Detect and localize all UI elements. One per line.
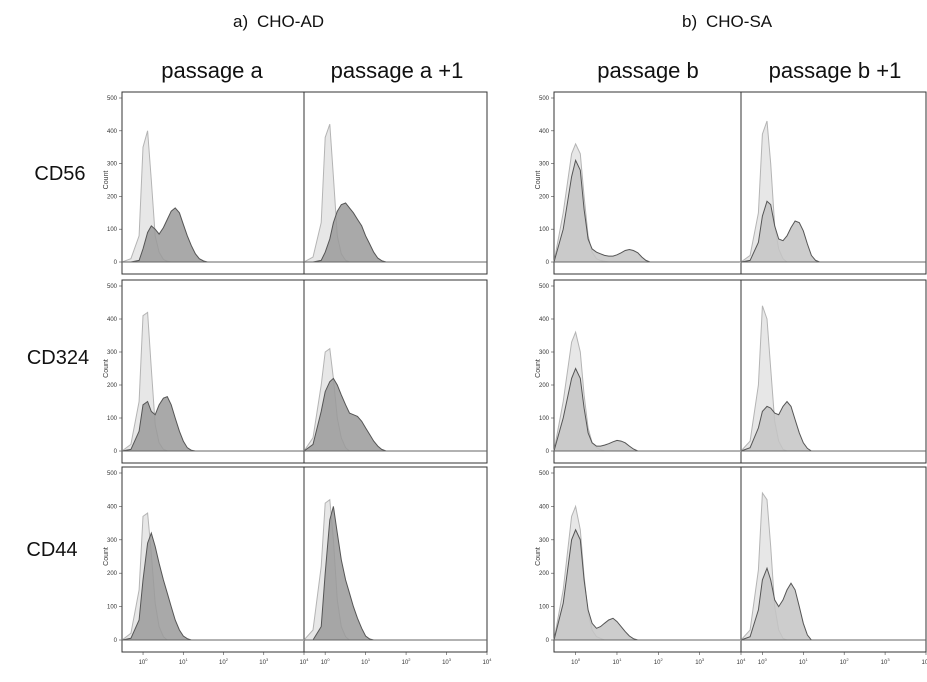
y-tick-label: 100 (107, 605, 118, 611)
histogram-cd56-passage-a-plus1 (304, 92, 487, 274)
y-tick-label: 200 (107, 571, 118, 577)
histogram-cd324-passage-a: 0 100 200 300 400 500 Count (103, 280, 304, 463)
y-tick-label: 0 (546, 638, 550, 644)
panel-title-b: b) CHO-SA (682, 12, 773, 31)
y-tick-label: 200 (539, 383, 550, 389)
y-tick-label: 0 (546, 260, 550, 266)
column-header-passage-a: passage a (161, 58, 263, 83)
y-tick-label: 200 (107, 383, 118, 389)
histogram-panels: 0 100 200 300 400 500 Count 0 100 200 300 400 500 Cou… (103, 92, 927, 666)
y-tick-label: 100 (107, 227, 118, 233)
panel-title-a: a) CHO-AD (233, 12, 324, 31)
y-tick-label: 500 (539, 284, 550, 290)
column-header-passage-a-plus-1: passage a +1 (331, 58, 464, 83)
x-tick-label: 103 (881, 657, 891, 666)
histogram-cd44-passage-a-plus1: 100 101 102 103 104 (304, 467, 492, 666)
histogram-cd56-passage-b: 0 100 200 300 400 500 Count (535, 92, 741, 274)
y-tick-label: 200 (539, 194, 550, 200)
x-tick-label: 102 (219, 657, 229, 666)
x-tick-label: 100 (321, 657, 331, 666)
column-header-passage-b: passage b (597, 58, 699, 83)
y-tick-label: 100 (107, 416, 118, 422)
y-tick-label: 0 (114, 449, 118, 455)
y-tick-label: 400 (539, 504, 550, 510)
histogram-cd44-passage-a: 0 100 200 300 400 500 Count 100 101 102 103 104 (103, 467, 309, 666)
y-axis-label: Count (103, 171, 110, 190)
y-tick-label: 0 (114, 260, 118, 266)
y-tick-label: 300 (107, 538, 118, 544)
x-tick-label: 101 (361, 657, 371, 666)
y-tick-label: 300 (107, 350, 118, 356)
y-tick-label: 400 (107, 129, 118, 135)
panel-a-letter: a) (233, 12, 248, 31)
row-label-cd56: CD56 (34, 163, 85, 185)
histogram-cd56-passage-b-plus1 (741, 92, 926, 274)
x-tick-label: 101 (613, 657, 623, 666)
x-tick-label: 104 (922, 657, 927, 666)
y-axis-label: Count (103, 359, 110, 378)
histogram-cd324-passage-b: 0 100 200 300 400 500 Count (535, 280, 741, 463)
y-tick-label: 100 (539, 416, 550, 422)
y-tick-label: 500 (539, 96, 550, 102)
y-tick-label: 100 (539, 605, 550, 611)
histogram-cd56-passage-a: 0 100 200 300 400 500 Count (103, 92, 304, 274)
column-header-passage-b-plus-1: passage b +1 (769, 58, 902, 83)
y-axis-label: Count (535, 171, 542, 190)
histogram-cd324-passage-a-plus1 (304, 280, 487, 463)
y-axis-label: Count (535, 547, 542, 566)
y-tick-label: 200 (539, 571, 550, 577)
x-tick-label: 101 (179, 657, 189, 666)
histogram-cd44-passage-b-plus1: 100 101 102 103 104 (741, 467, 927, 666)
y-tick-label: 500 (107, 284, 118, 290)
x-tick-label: 104 (300, 657, 310, 666)
y-tick-label: 400 (539, 317, 550, 323)
x-tick-label: 102 (840, 657, 850, 666)
x-tick-label: 100 (571, 657, 581, 666)
y-tick-label: 400 (107, 504, 118, 510)
y-tick-label: 400 (107, 317, 118, 323)
row-label-cd44: CD44 (26, 539, 77, 561)
panel-b-name: CHO-SA (706, 12, 773, 31)
y-tick-label: 300 (539, 162, 550, 168)
y-tick-label: 500 (539, 471, 550, 477)
x-tick-label: 104 (483, 657, 493, 666)
x-tick-label: 103 (695, 657, 705, 666)
x-tick-label: 103 (442, 657, 452, 666)
y-tick-label: 300 (539, 350, 550, 356)
y-tick-label: 300 (539, 538, 550, 544)
histogram-cd44-passage-b: 0 100 200 300 400 500 Count 100 101 102 103 104 (535, 467, 746, 666)
x-tick-label: 100 (758, 657, 768, 666)
y-tick-label: 0 (114, 638, 118, 644)
y-tick-label: 300 (107, 162, 118, 168)
y-tick-label: 500 (107, 471, 118, 477)
y-tick-label: 100 (539, 227, 550, 233)
y-tick-label: 0 (546, 449, 550, 455)
x-tick-label: 101 (799, 657, 809, 666)
row-label-cd324: CD324 (27, 347, 89, 369)
x-tick-label: 100 (139, 657, 149, 666)
histogram-cd324-passage-b-plus1 (741, 280, 926, 463)
x-tick-label: 102 (654, 657, 664, 666)
x-tick-label: 102 (402, 657, 412, 666)
y-axis-label: Count (103, 547, 110, 566)
y-axis-label: Count (535, 359, 542, 378)
y-tick-label: 200 (107, 194, 118, 200)
y-tick-label: 500 (107, 96, 118, 102)
x-tick-label: 103 (259, 657, 269, 666)
y-tick-label: 400 (539, 129, 550, 135)
panel-b-letter: b) (682, 12, 697, 31)
x-tick-label: 104 (737, 657, 747, 666)
panel-a-name: CHO-AD (257, 12, 324, 31)
